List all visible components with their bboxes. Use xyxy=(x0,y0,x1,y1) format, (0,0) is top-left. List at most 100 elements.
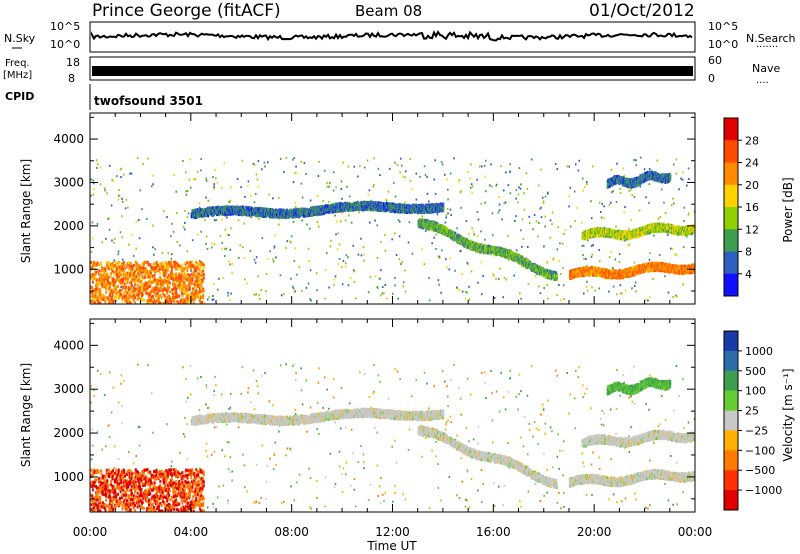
power-cell xyxy=(228,234,230,237)
power-cell xyxy=(185,284,188,288)
power-cell xyxy=(410,188,413,191)
power-cell xyxy=(549,219,552,222)
power-cell xyxy=(197,233,199,236)
power-cell xyxy=(231,262,234,265)
power-cell xyxy=(147,285,150,289)
power-cell xyxy=(380,240,382,243)
power-cell xyxy=(115,261,118,265)
power-cell xyxy=(176,279,179,283)
power-cell xyxy=(688,178,690,181)
power-cell xyxy=(155,261,158,265)
power-cell xyxy=(147,283,150,287)
power-cell xyxy=(200,158,203,161)
power-cell xyxy=(338,258,341,261)
power-cell xyxy=(149,293,152,297)
power-cell xyxy=(117,262,120,266)
power-cell xyxy=(207,200,209,203)
power-cell xyxy=(686,184,688,187)
power-cell xyxy=(139,277,142,281)
power-cell xyxy=(329,181,331,184)
power-cell xyxy=(98,293,101,297)
power-cell xyxy=(435,233,437,236)
power-cell xyxy=(185,190,188,193)
power-cell xyxy=(117,270,120,274)
power-cell xyxy=(509,170,512,173)
power-cell xyxy=(94,293,97,297)
power-cell xyxy=(128,243,130,246)
power-cell xyxy=(156,293,159,297)
power-cell xyxy=(179,280,182,284)
power-cell xyxy=(170,271,173,275)
power-cell xyxy=(170,260,173,264)
power-cell xyxy=(129,281,132,285)
power-cell xyxy=(562,233,565,236)
power-cell xyxy=(294,206,297,209)
power-cell xyxy=(125,276,128,280)
power-cell xyxy=(422,222,425,226)
power-cell xyxy=(260,214,263,218)
power-cell xyxy=(120,167,123,170)
power-cell xyxy=(435,223,438,227)
power-cell xyxy=(142,162,145,165)
power-cell xyxy=(359,164,361,167)
power-cell xyxy=(161,268,164,272)
power-cell xyxy=(648,258,651,261)
power-cell xyxy=(473,233,475,236)
power-cell xyxy=(437,255,439,258)
power-cell xyxy=(468,233,470,236)
power-cell xyxy=(246,282,248,285)
power-cell xyxy=(115,294,118,298)
power-cell xyxy=(275,256,277,259)
power-cell xyxy=(664,275,666,278)
power-cell xyxy=(659,216,661,219)
power-cell xyxy=(282,293,285,296)
power-cell xyxy=(99,301,102,304)
power-cell xyxy=(97,301,100,304)
power-cell xyxy=(94,270,97,274)
power-cell xyxy=(132,278,135,282)
power-cell xyxy=(144,270,147,274)
power-cell xyxy=(303,209,306,213)
power-cell xyxy=(147,280,150,284)
power-cell xyxy=(95,291,98,295)
power-cell xyxy=(344,219,347,222)
power-cell xyxy=(121,200,124,203)
power-cell xyxy=(129,301,132,304)
power-cell xyxy=(193,265,196,269)
power-cell xyxy=(99,183,102,186)
power-cell xyxy=(643,168,646,171)
power-cell xyxy=(149,298,152,302)
power-cell xyxy=(113,241,115,244)
power-cell xyxy=(130,280,133,284)
power-cell xyxy=(653,234,655,237)
power-cell xyxy=(192,301,195,304)
power-heatmap xyxy=(90,156,695,304)
power-cell xyxy=(513,274,516,277)
power-cell xyxy=(279,157,282,160)
power-cell xyxy=(212,295,214,298)
power-cell xyxy=(245,206,248,210)
power-cell xyxy=(476,178,478,181)
power-cell xyxy=(204,219,206,222)
power-cell xyxy=(185,193,188,196)
power-cell xyxy=(490,163,492,166)
power-cell xyxy=(381,208,384,212)
power-cell xyxy=(127,276,130,280)
power-cell xyxy=(134,267,137,271)
power-cell xyxy=(170,253,173,256)
power-cell xyxy=(280,294,283,297)
power-cell xyxy=(682,171,684,174)
power-cell xyxy=(587,239,589,242)
power-cell xyxy=(325,252,328,255)
power-cell xyxy=(633,261,636,264)
power-cell xyxy=(444,221,447,224)
power-cell xyxy=(339,209,342,213)
power-cell xyxy=(471,191,473,194)
power-cell xyxy=(440,291,442,294)
power-cell xyxy=(320,204,323,208)
power-cell xyxy=(687,167,690,170)
power-cell xyxy=(483,164,486,167)
power-cell xyxy=(186,190,189,193)
power-cell xyxy=(107,275,110,279)
power-cell xyxy=(608,203,611,206)
